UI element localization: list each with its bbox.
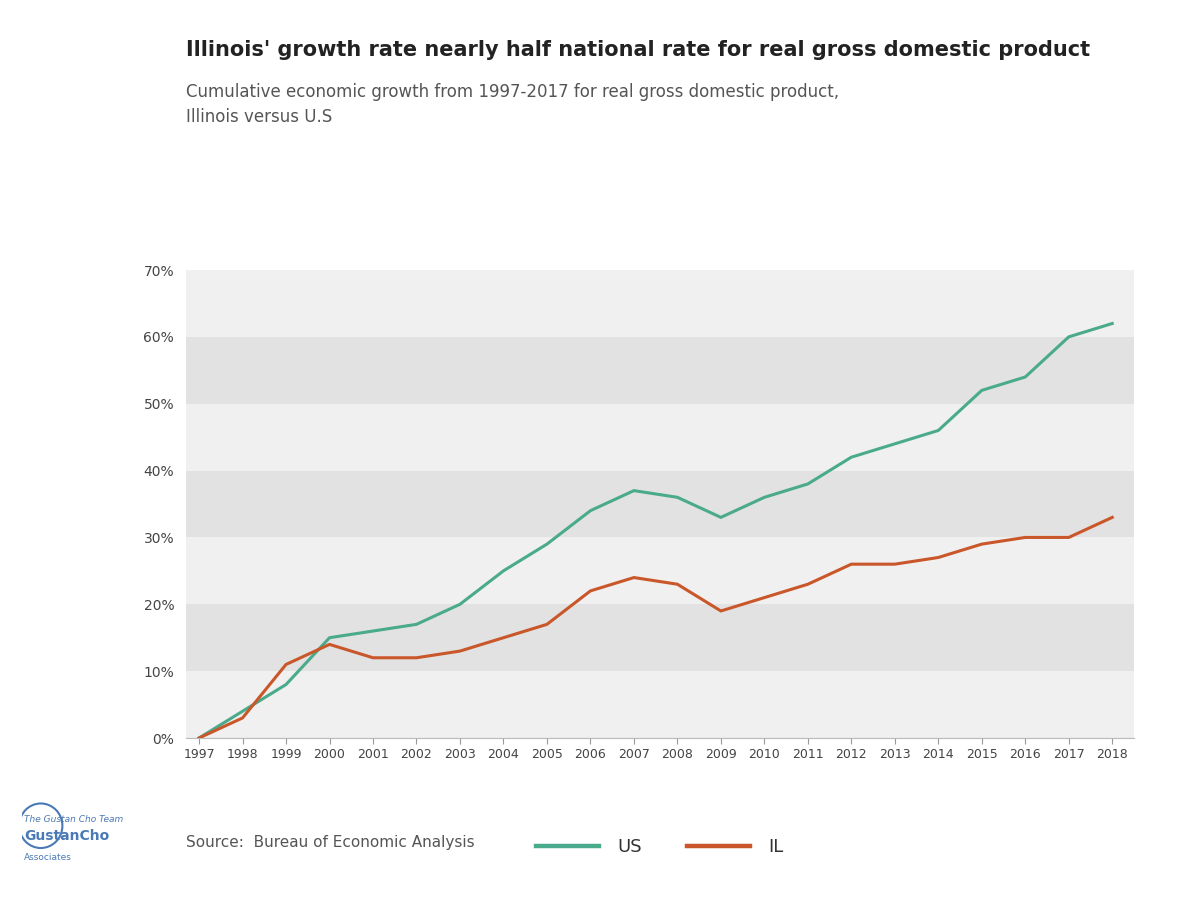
- Text: GustanCho: GustanCho: [24, 829, 109, 843]
- Bar: [186, 471, 1134, 537]
- Bar: [186, 537, 1134, 604]
- Bar: [186, 604, 1134, 671]
- Text: Illinois' growth rate nearly half national rate for real gross domestic product: Illinois' growth rate nearly half nation…: [186, 40, 1090, 60]
- Text: The Gustan Cho Team: The Gustan Cho Team: [24, 814, 124, 824]
- Bar: [186, 671, 1134, 738]
- Bar: [186, 337, 1134, 404]
- Bar: [186, 404, 1134, 471]
- Text: Cumulative economic growth from 1997-2017 for real gross domestic product,
Illin: Cumulative economic growth from 1997-201…: [186, 83, 839, 126]
- Text: Source:  Bureau of Economic Analysis: Source: Bureau of Economic Analysis: [186, 835, 475, 850]
- Text: Associates: Associates: [24, 853, 72, 862]
- Bar: [186, 270, 1134, 337]
- Legend: US, IL: US, IL: [529, 832, 791, 864]
